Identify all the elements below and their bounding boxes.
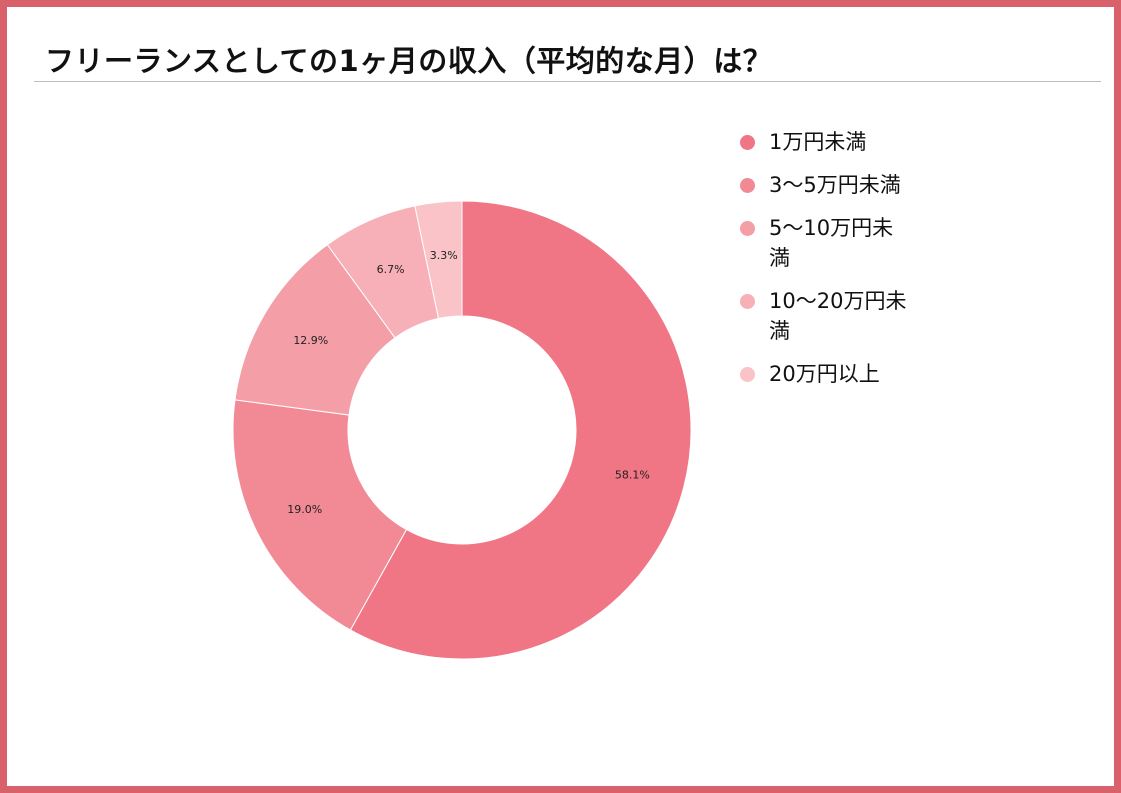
donut-slice-2 (232, 399, 408, 631)
legend-label-4: 10〜20万円未満 (769, 289, 907, 343)
legend-swatch-4 (740, 294, 755, 309)
legend-swatch-5 (740, 367, 755, 382)
slice-data-label-3: 12.9% (293, 334, 328, 347)
legend-item-1: 1万円未満 (737, 127, 937, 157)
legend-swatch-1 (740, 135, 755, 150)
slice-data-label-1: 58.1% (615, 468, 650, 481)
legend-label-2: 3〜5万円未満 (769, 173, 901, 197)
legend-label-5: 20万円以上 (769, 362, 880, 386)
legend-swatch-3 (740, 221, 755, 236)
legend-label-1: 1万円未満 (769, 130, 867, 154)
slice-data-label-4: 6.7% (377, 263, 405, 276)
donut-chart: 58.1% 19.0% 12.9% 6.7% 3.3% (232, 200, 692, 660)
legend-swatch-2 (740, 178, 755, 193)
chart-title: フリーランスとしての1ヶ月の収入（平均的な月）は？ (45, 44, 773, 78)
legend-item-5: 20万円以上 (737, 359, 937, 389)
chart-legend: 1万円未満 3〜5万円未満 5〜10万円未満 10〜20万円未満 20万円以上 (737, 127, 937, 402)
donut-slice-5 (414, 200, 463, 320)
donut-slice-1 (349, 200, 692, 660)
title-divider (34, 81, 1101, 82)
legend-label-3: 5〜10万円未満 (769, 216, 894, 270)
slice-data-label-5: 3.3% (430, 249, 458, 262)
legend-item-2: 3〜5万円未満 (737, 170, 937, 200)
legend-item-3: 5〜10万円未満 (737, 213, 937, 273)
legend-item-4: 10〜20万円未満 (737, 286, 937, 346)
slice-data-label-2: 19.0% (287, 503, 322, 516)
